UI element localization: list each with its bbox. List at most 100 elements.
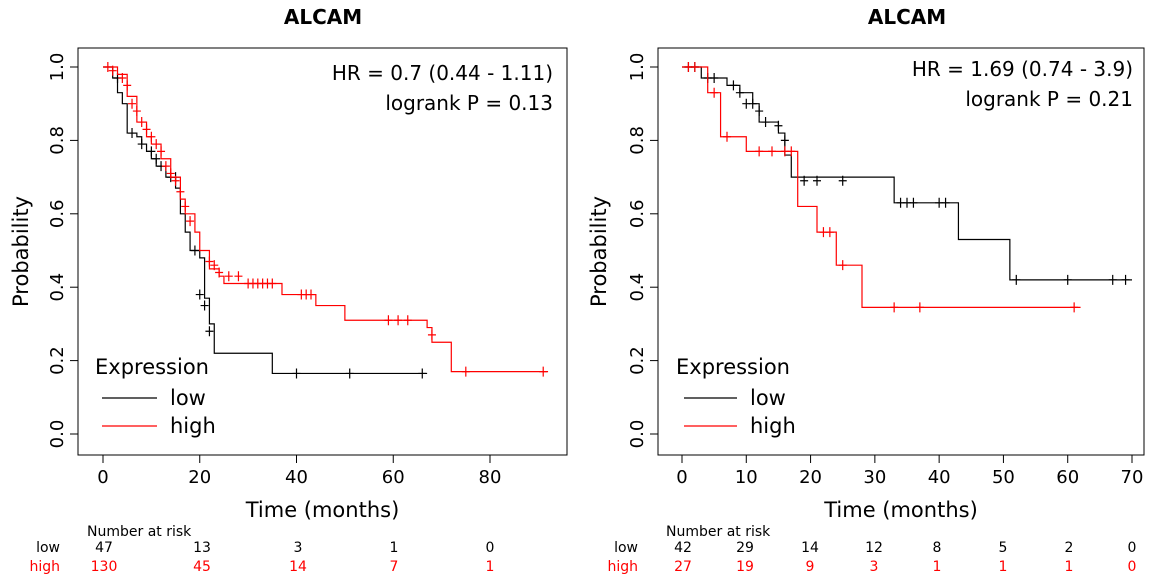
censor-mark-low — [761, 117, 770, 128]
censor-mark-high — [690, 62, 699, 72]
censor-mark-high — [768, 146, 776, 157]
x-tick-label: 0 — [676, 467, 687, 488]
censor-mark-low — [152, 153, 161, 164]
risk-row-label-low: low — [614, 540, 638, 556]
x-tick-label: 80 — [479, 467, 502, 488]
risk-value-high: 3 — [870, 559, 879, 575]
censor-mark-high — [176, 186, 185, 197]
risk-table-heading: Number at risk — [666, 524, 771, 540]
censor-mark-high — [123, 80, 132, 91]
risk-value-high: 9 — [806, 559, 815, 575]
chart-title: ALCAM — [284, 5, 362, 29]
risk-value-high: 14 — [289, 559, 307, 575]
censor-mark-low — [190, 245, 199, 256]
y-tick-label: 0.4 — [627, 273, 648, 302]
logrank-p-text: logrank P = 0.13 — [385, 91, 553, 115]
censor-mark-high — [132, 106, 141, 117]
plot-frame — [77, 47, 568, 456]
risk-value-low: 0 — [1128, 540, 1137, 556]
censor-mark-high — [461, 366, 470, 377]
risk-row-label-low: low — [36, 540, 60, 556]
survival-curve-low — [103, 66, 428, 375]
risk-value-low: 29 — [736, 540, 754, 556]
x-axis-label: Time (months) — [245, 498, 400, 522]
censor-mark-high — [147, 131, 156, 142]
censor-mark-high — [268, 278, 277, 289]
risk-value-high: 1 — [999, 559, 1008, 575]
censor-mark-low — [195, 289, 204, 300]
hazard-ratio-text: HR = 1.69 (0.74 - 3.9) — [912, 57, 1133, 81]
censor-mark-high — [161, 161, 170, 172]
risk-value-low: 47 — [95, 540, 113, 556]
x-tick-label: 0 — [97, 467, 108, 488]
x-tick-label: 50 — [992, 467, 1015, 488]
x-tick-label: 20 — [799, 467, 822, 488]
censor-mark-high — [838, 260, 847, 271]
risk-value-low: 42 — [674, 540, 692, 556]
censor-mark-high — [157, 146, 166, 157]
legend-title: Expression — [95, 355, 209, 379]
censor-mark-low — [780, 135, 789, 146]
censor-mark-high — [915, 302, 924, 313]
risk-value-low: 5 — [999, 540, 1008, 556]
censor-mark-low — [748, 98, 757, 109]
y-tick-label: 0.6 — [47, 199, 68, 228]
censor-mark-low — [755, 106, 764, 117]
risk-value-low: 3 — [294, 540, 303, 556]
censor-mark-high — [152, 139, 161, 150]
censor-mark-high — [1070, 302, 1079, 313]
censor-mark-low — [205, 326, 214, 337]
censor-mark-low — [200, 300, 209, 311]
hazard-ratio-text: HR = 0.7 (0.44 - 1.11) — [332, 61, 553, 85]
y-axis-label: Probability — [587, 196, 611, 307]
y-tick-label: 0.2 — [627, 346, 648, 375]
risk-value-low: 2 — [1065, 540, 1074, 556]
x-tick-label: 70 — [1121, 467, 1144, 488]
censor-mark-high — [890, 302, 899, 313]
censor-mark-high — [108, 65, 117, 76]
censor-mark-high — [307, 289, 316, 300]
y-tick-label: 0.8 — [47, 126, 68, 155]
y-tick-label: 0.2 — [47, 346, 68, 375]
censor-mark-high — [384, 315, 393, 326]
risk-value-high: 1 — [486, 559, 495, 575]
chart-panel-1: ALCAM 0.0 0.2 0.4 0.6 0.8 1.0 0 20 40 60 80 Time (mo… — [9, 5, 568, 575]
y-tick-label: 0.8 — [627, 126, 648, 155]
risk-value-low: 8 — [933, 540, 942, 556]
risk-value-high: 130 — [91, 559, 118, 575]
censor-mark-low — [909, 197, 918, 208]
censor-mark-low — [710, 73, 719, 84]
censor-mark-low — [292, 368, 301, 379]
risk-value-high: 1 — [1065, 559, 1074, 575]
censor-mark-high — [142, 124, 151, 135]
censor-mark-low — [941, 197, 950, 208]
censor-mark-low — [729, 80, 738, 91]
censor-mark-low — [800, 175, 809, 186]
censor-mark-low — [1108, 274, 1117, 285]
censor-mark-low — [1121, 274, 1130, 285]
censor-mark-high — [755, 146, 764, 157]
legend-label-low: low — [170, 386, 206, 410]
censor-mark-low — [1063, 274, 1072, 285]
risk-value-low: 12 — [865, 540, 883, 556]
censor-mark-high — [171, 175, 180, 186]
censor-mark-high — [710, 87, 719, 98]
logrank-p-text: logrank P = 0.21 — [965, 87, 1133, 111]
censor-mark-high — [128, 98, 137, 109]
censor-mark-high — [787, 146, 796, 157]
y-tick-label: 0.4 — [47, 273, 68, 302]
y-axis-label: Probability — [9, 196, 33, 307]
censor-mark-high — [166, 168, 175, 179]
x-tick-label: 30 — [863, 467, 886, 488]
y-tick-label: 1.0 — [627, 53, 648, 82]
risk-value-low: 14 — [801, 540, 819, 556]
y-tick-label: 0.6 — [627, 199, 648, 228]
risk-table-heading: Number at risk — [87, 524, 192, 540]
censor-mark-low — [128, 128, 137, 139]
chart-title: ALCAM — [868, 5, 946, 29]
censor-mark-high — [186, 216, 195, 227]
x-tick-label: 60 — [382, 467, 405, 488]
censor-mark-low — [137, 139, 146, 150]
risk-row-label-high: high — [607, 559, 638, 575]
censor-mark-low — [418, 368, 427, 379]
